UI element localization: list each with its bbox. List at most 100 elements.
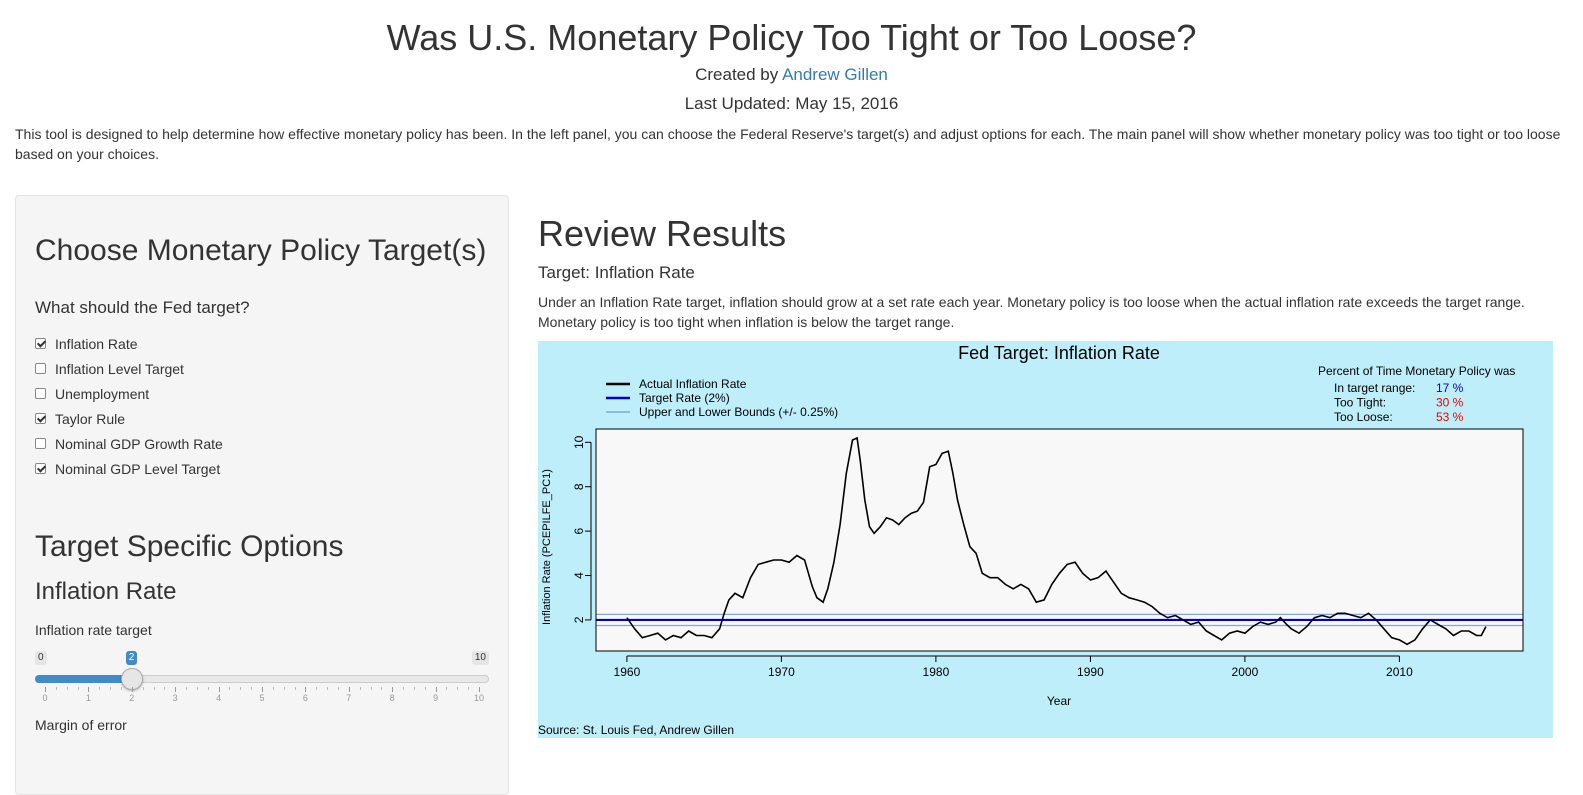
slider-minor-tick — [142, 687, 144, 690]
x-tick-label: 1990 — [1077, 665, 1104, 679]
target-checkbox[interactable] — [35, 463, 46, 474]
sidebar-heading: Choose Monetary Policy Target(s) — [35, 234, 487, 267]
y-tick-label: 10 — [572, 435, 586, 449]
results-heading: Review Results — [538, 213, 787, 254]
chart-container: Fed Target: Inflation Rate Actual Inflat… — [538, 341, 1553, 738]
slider-tick-label: 4 — [216, 693, 222, 703]
margin-of-error-label: Margin of error — [35, 717, 127, 733]
slider-min-badge: 0 — [35, 651, 47, 665]
target-option-label[interactable]: Inflation Level Target — [55, 360, 184, 377]
slider-tick-label: 9 — [433, 693, 439, 703]
slider-minor-tick — [207, 687, 209, 690]
target-checkbox[interactable] — [35, 363, 46, 374]
options-heading: Target Specific Options — [35, 530, 344, 563]
slider-minor-tick — [55, 687, 57, 690]
target-option-label[interactable]: Nominal GDP Growth Rate — [55, 435, 223, 452]
y-axis: 2 4 6 8 10 — [572, 435, 592, 623]
slider-max-badge: 10 — [471, 651, 489, 665]
slider-minor-tick — [327, 687, 329, 690]
slider-tick-label: 5 — [259, 693, 265, 703]
slider-tick — [45, 687, 46, 692]
target-option-label[interactable]: Nominal GDP Level Target — [55, 460, 221, 477]
slider-label: Inflation rate target — [35, 622, 152, 638]
target-checkbox[interactable] — [35, 413, 46, 424]
inflation-target-slider[interactable]: 0 10 2 0 1 2 3 4 5 6 7 8 9 10 — [35, 643, 489, 711]
target-option[interactable]: Inflation Rate — [35, 331, 489, 356]
slider-tick — [479, 687, 480, 692]
summary-row-value: 30 % — [1436, 396, 1464, 410]
actual-inflation-line — [626, 436, 1487, 646]
x-axis: 1960 1970 1980 1990 2000 2010 — [614, 655, 1413, 679]
page-title: Was U.S. Monetary Policy Too Tight or To… — [386, 17, 1197, 58]
chart-summary: Percent of Time Monetary Policy was In ta… — [1318, 364, 1515, 424]
slider-tick-label: 7 — [346, 693, 352, 703]
summary-row-value: 53 % — [1436, 410, 1464, 424]
slider-tick — [131, 687, 133, 692]
target-option-label[interactable]: Unemployment — [55, 385, 150, 402]
y-axis-label: Inflation Rate (PCEPILFE_PC1) — [541, 469, 553, 625]
target-subheading: Target: Inflation Rate — [538, 263, 695, 282]
slider-minor-tick — [186, 687, 188, 690]
byline-prefix: Created by — [695, 65, 779, 84]
slider-minor-tick — [153, 687, 155, 690]
slider-minor-tick — [294, 687, 296, 690]
target-checkbox[interactable] — [35, 438, 46, 449]
main-panel: Review Results Target: Inflation Rate Un… — [538, 164, 1553, 738]
slider-minor-tick — [272, 687, 274, 690]
target-option[interactable]: Unemployment — [35, 381, 489, 406]
slider-tick — [218, 687, 220, 692]
target-option-label[interactable]: Inflation Rate — [55, 335, 138, 352]
target-checkbox[interactable] — [35, 338, 46, 349]
target-question: What should the Fed target? — [35, 298, 250, 317]
summary-row-label: In target range: — [1334, 381, 1415, 395]
slider-minor-tick — [370, 687, 372, 690]
legend-label: Target Rate (2%) — [639, 391, 730, 405]
summary-row-label: Too Loose: — [1334, 410, 1393, 424]
slider-minor-tick — [316, 687, 318, 690]
x-tick-label: 1980 — [923, 665, 950, 679]
target-option[interactable]: Taylor Rule — [35, 406, 489, 431]
slider-minor-tick — [283, 687, 285, 690]
x-tick-label: 2000 — [1232, 665, 1259, 679]
slider-tick — [392, 687, 394, 692]
slider-tick-label: 1 — [85, 693, 91, 703]
legend-label: Actual Inflation Rate — [639, 377, 747, 391]
plot-frame — [595, 428, 1524, 652]
target-option[interactable]: Nominal GDP Level Target — [35, 456, 489, 481]
slider-minor-tick — [110, 687, 112, 690]
target-checkbox-group: Inflation Rate Inflation Level Target Unem… — [35, 331, 489, 481]
slider-tick — [175, 687, 177, 692]
slider-tick — [88, 687, 90, 692]
slider-tick — [348, 687, 350, 692]
target-checkbox[interactable] — [35, 388, 46, 399]
slider-minor-tick — [359, 687, 361, 690]
byline: Created by Andrew Gillen — [0, 64, 1583, 86]
x-tick-label: 1970 — [768, 665, 795, 679]
page-header: Was U.S. Monetary Policy Too Tight or To… — [0, 0, 1583, 115]
x-axis-label: Year — [1047, 694, 1071, 708]
slider-minor-tick — [120, 687, 122, 690]
slider-tick — [262, 687, 263, 692]
slider-minor-tick — [164, 687, 166, 690]
summary-row-value: 17 % — [1436, 381, 1464, 395]
slider-tick — [435, 687, 437, 692]
author-link[interactable]: Andrew Gillen — [782, 65, 888, 84]
slider-minor-tick — [446, 687, 448, 690]
target-option-label[interactable]: Taylor Rule — [55, 410, 126, 427]
inflation-chart: Fed Target: Inflation Rate Actual Inflat… — [538, 341, 1553, 738]
y-tick-label: 4 — [572, 572, 586, 579]
target-option[interactable]: Nominal GDP Growth Rate — [35, 431, 489, 456]
summary-title: Percent of Time Monetary Policy was — [1318, 364, 1515, 378]
slider-fill — [35, 675, 132, 683]
x-tick-label: 1960 — [614, 665, 641, 679]
y-tick-label: 6 — [572, 527, 586, 534]
slider-minor-tick — [413, 687, 415, 690]
x-tick-label: 2010 — [1386, 665, 1413, 679]
slider-minor-tick — [337, 687, 339, 690]
slider-minor-tick — [381, 687, 383, 690]
bounds-lines — [596, 613, 1523, 627]
chart-title: Fed Target: Inflation Rate — [958, 343, 1160, 363]
slider-tick — [305, 687, 307, 692]
target-option[interactable]: Inflation Level Target — [35, 356, 489, 381]
slider-minor-tick — [229, 687, 231, 690]
